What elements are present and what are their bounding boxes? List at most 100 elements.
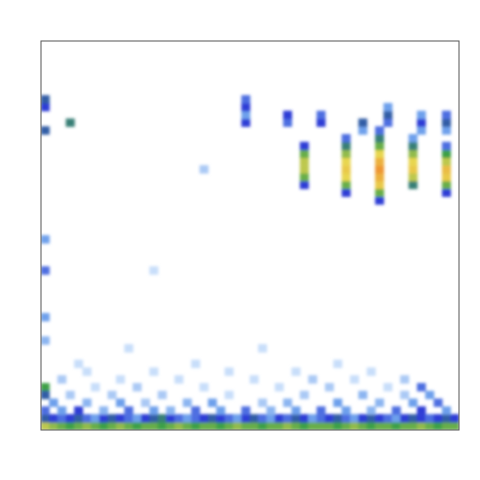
heat-cell — [174, 414, 183, 422]
plot-background — [41, 41, 459, 430]
heat-cell — [41, 103, 50, 111]
heat-cell — [166, 422, 175, 430]
heat-cell — [57, 375, 66, 383]
heat-cell — [333, 422, 342, 430]
heat-cell — [149, 266, 158, 274]
heat-cell — [183, 399, 192, 407]
heat-cell — [417, 414, 426, 422]
heat-cell — [342, 189, 351, 197]
heat-cell — [208, 399, 217, 407]
heat-cell — [358, 391, 367, 399]
heat-cell — [383, 414, 392, 422]
heat-cell — [342, 142, 351, 150]
heat-cell — [417, 119, 426, 127]
heat-cell — [141, 414, 150, 422]
heat-cell — [191, 414, 200, 422]
heat-cell — [74, 360, 83, 368]
heat-cell — [116, 422, 125, 430]
heat-cell — [41, 336, 50, 344]
heat-cell — [358, 126, 367, 134]
heat-cell — [400, 414, 409, 422]
heat-cell — [375, 414, 384, 422]
heat-cell — [141, 399, 150, 407]
heat-cell — [417, 383, 426, 391]
heat-cell — [200, 383, 209, 391]
heat-cell — [292, 367, 301, 375]
heat-cell — [108, 391, 117, 399]
heat-cell — [258, 344, 267, 352]
heat-cell — [200, 414, 209, 422]
heat-cell — [375, 165, 384, 173]
heat-cell — [300, 173, 309, 181]
cells — [41, 95, 459, 430]
heat-cell — [158, 422, 167, 430]
heat-cell — [367, 406, 376, 414]
heat-cell — [442, 181, 451, 189]
heat-cell — [133, 383, 142, 391]
heat-cell — [333, 360, 342, 368]
heat-cell — [350, 414, 359, 422]
heat-cell — [41, 422, 50, 430]
heat-cell — [383, 111, 392, 119]
heat-cell — [258, 399, 267, 407]
heat-cell — [66, 422, 75, 430]
heat-cell — [108, 414, 117, 422]
heat-cell — [191, 422, 200, 430]
heat-cell — [275, 414, 284, 422]
heat-cell — [49, 422, 58, 430]
heat-cell — [41, 313, 50, 321]
heat-cell — [158, 414, 167, 422]
heat-cell — [200, 422, 209, 430]
heat-cell — [99, 406, 108, 414]
heat-cell — [342, 181, 351, 189]
heat-cell — [450, 414, 459, 422]
heat-cell — [250, 375, 259, 383]
heat-cell — [383, 103, 392, 111]
heat-cell — [166, 414, 175, 422]
heat-cell — [383, 422, 392, 430]
heat-cell — [409, 157, 418, 165]
heat-cell — [41, 235, 50, 243]
heat-cell — [216, 414, 225, 422]
heat-cell — [358, 119, 367, 127]
heat-cell — [342, 150, 351, 158]
heat-cell — [116, 375, 125, 383]
heat-cell — [300, 150, 309, 158]
heat-cell — [442, 189, 451, 197]
heat-cell — [342, 422, 351, 430]
heat-cell — [216, 422, 225, 430]
heat-cell — [216, 406, 225, 414]
heat-cell — [450, 422, 459, 430]
heat-cell — [342, 414, 351, 422]
heat-cell — [367, 422, 376, 430]
heat-cell — [409, 150, 418, 158]
heat-cell — [225, 422, 234, 430]
heat-cell — [292, 414, 301, 422]
heat-cell — [208, 422, 217, 430]
chart-svg — [0, 0, 480, 480]
heat-cell — [124, 422, 133, 430]
heat-cell — [300, 157, 309, 165]
heat-cell — [241, 406, 250, 414]
cell-layer — [41, 95, 459, 430]
heat-cell — [241, 422, 250, 430]
heat-cell — [409, 165, 418, 173]
heat-cell — [442, 126, 451, 134]
heat-cell — [300, 165, 309, 173]
heat-cell — [266, 414, 275, 422]
heat-cell — [183, 422, 192, 430]
heat-cell — [241, 103, 250, 111]
heat-cell — [275, 422, 284, 430]
heat-cell — [342, 173, 351, 181]
heat-cell — [57, 406, 66, 414]
heat-cell — [41, 391, 50, 399]
heat-cell — [108, 422, 117, 430]
heat-cell — [99, 422, 108, 430]
heat-cell — [74, 406, 83, 414]
heat-cell — [400, 391, 409, 399]
heat-cell — [149, 414, 158, 422]
heat-cell — [442, 157, 451, 165]
heat-cell — [308, 414, 317, 422]
heat-cell — [174, 422, 183, 430]
heat-cell — [442, 173, 451, 181]
